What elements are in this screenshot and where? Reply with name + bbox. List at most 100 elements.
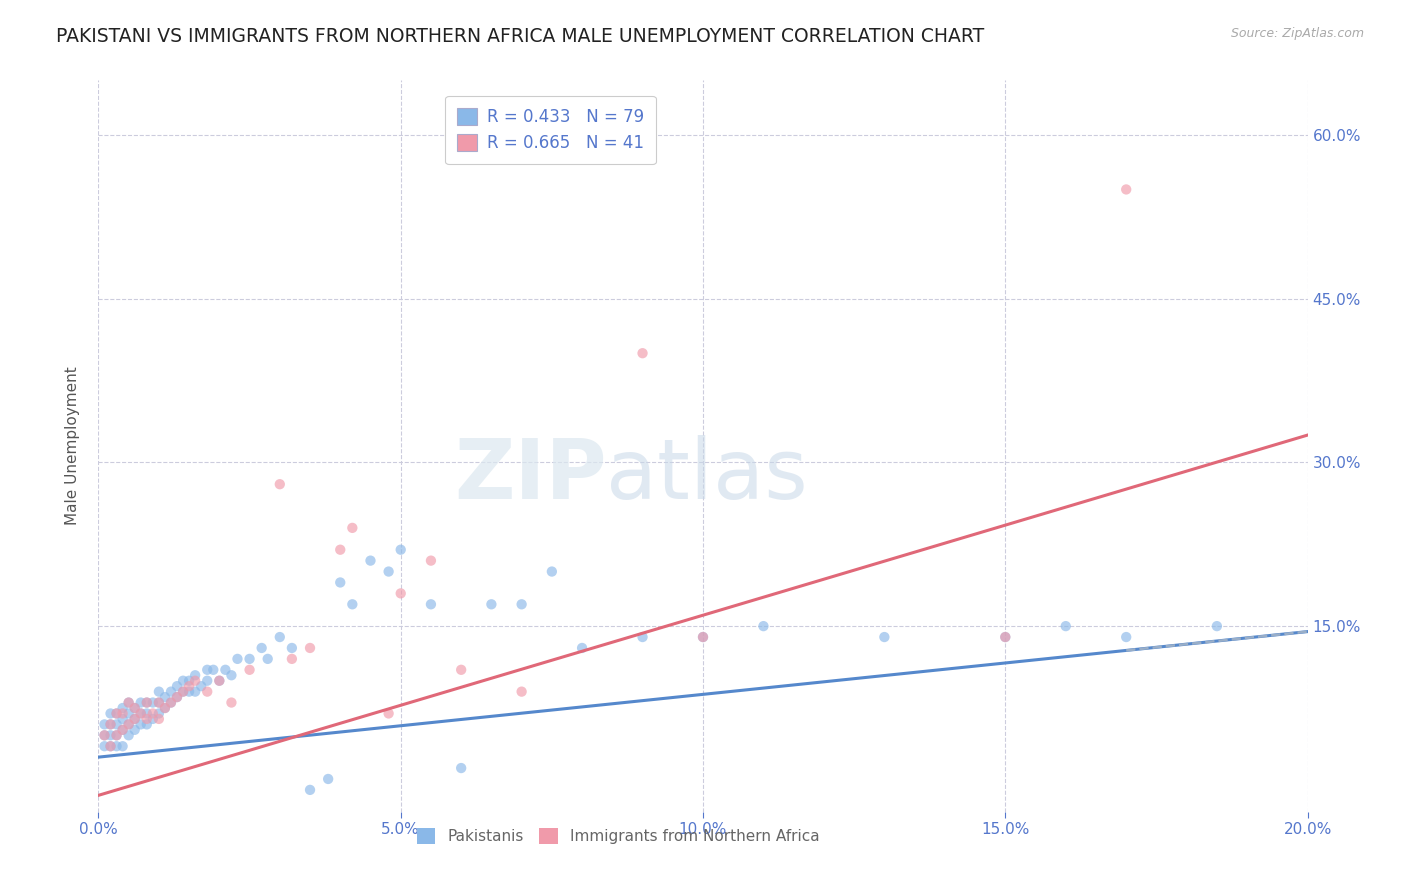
- Point: [994, 630, 1017, 644]
- Point: [105, 728, 128, 742]
- Text: atlas: atlas: [606, 434, 808, 516]
- Y-axis label: Male Unemployment: Male Unemployment: [65, 367, 80, 525]
- Point: [342, 521, 364, 535]
- Point: [184, 673, 207, 688]
- Point: [166, 690, 188, 704]
- Point: [142, 706, 165, 721]
- Point: [124, 723, 146, 737]
- Point: [377, 706, 399, 721]
- Point: [135, 706, 157, 721]
- Text: Source: ZipAtlas.com: Source: ZipAtlas.com: [1230, 27, 1364, 40]
- Point: [93, 728, 115, 742]
- Point: [124, 712, 146, 726]
- Point: [118, 717, 141, 731]
- Point: [226, 652, 249, 666]
- Point: [118, 717, 141, 731]
- Point: [100, 706, 122, 721]
- Point: [160, 696, 183, 710]
- Point: [281, 652, 304, 666]
- Point: [1206, 619, 1229, 633]
- Point: [153, 701, 176, 715]
- Point: [190, 679, 212, 693]
- Point: [250, 640, 273, 655]
- Point: [135, 696, 157, 710]
- Point: [377, 565, 399, 579]
- Point: [153, 690, 176, 704]
- Point: [179, 684, 201, 698]
- Point: [118, 706, 141, 721]
- Point: [111, 701, 134, 715]
- Point: [111, 723, 134, 737]
- Point: [510, 597, 533, 611]
- Text: ZIP: ZIP: [454, 434, 606, 516]
- Point: [1054, 619, 1077, 633]
- Point: [316, 772, 339, 786]
- Point: [111, 706, 134, 721]
- Point: [100, 717, 122, 731]
- Point: [631, 346, 654, 360]
- Point: [100, 739, 122, 754]
- Point: [420, 554, 443, 568]
- Point: [1115, 630, 1137, 644]
- Point: [153, 701, 176, 715]
- Point: [299, 783, 322, 797]
- Point: [93, 717, 115, 731]
- Point: [692, 630, 714, 644]
- Point: [105, 706, 128, 721]
- Point: [172, 673, 194, 688]
- Point: [329, 575, 352, 590]
- Point: [329, 542, 352, 557]
- Point: [105, 706, 128, 721]
- Point: [135, 712, 157, 726]
- Point: [93, 728, 115, 742]
- Point: [692, 630, 714, 644]
- Point: [105, 739, 128, 754]
- Point: [269, 630, 291, 644]
- Text: PAKISTANI VS IMMIGRANTS FROM NORTHERN AFRICA MALE UNEMPLOYMENT CORRELATION CHART: PAKISTANI VS IMMIGRANTS FROM NORTHERN AF…: [56, 27, 984, 45]
- Point: [124, 701, 146, 715]
- Point: [195, 684, 218, 698]
- Legend: Pakistanis, Immigrants from Northern Africa: Pakistanis, Immigrants from Northern Afr…: [409, 821, 827, 852]
- Point: [111, 723, 134, 737]
- Point: [100, 728, 122, 742]
- Point: [111, 712, 134, 726]
- Point: [129, 696, 152, 710]
- Point: [450, 761, 472, 775]
- Point: [873, 630, 896, 644]
- Point: [142, 712, 165, 726]
- Point: [148, 696, 170, 710]
- Point: [342, 597, 364, 611]
- Point: [239, 652, 262, 666]
- Point: [172, 684, 194, 698]
- Point: [389, 542, 412, 557]
- Point: [239, 663, 262, 677]
- Point: [129, 706, 152, 721]
- Point: [631, 630, 654, 644]
- Point: [360, 554, 382, 568]
- Point: [221, 668, 243, 682]
- Point: [184, 684, 207, 698]
- Point: [256, 652, 278, 666]
- Point: [195, 663, 218, 677]
- Point: [148, 696, 170, 710]
- Point: [100, 717, 122, 731]
- Point: [208, 673, 231, 688]
- Point: [142, 696, 165, 710]
- Point: [148, 706, 170, 721]
- Point: [450, 663, 472, 677]
- Point: [124, 712, 146, 726]
- Point: [148, 684, 170, 698]
- Point: [172, 684, 194, 698]
- Point: [195, 673, 218, 688]
- Point: [420, 597, 443, 611]
- Point: [105, 728, 128, 742]
- Point: [752, 619, 775, 633]
- Point: [1115, 182, 1137, 196]
- Point: [179, 673, 201, 688]
- Point: [571, 640, 593, 655]
- Point: [208, 673, 231, 688]
- Point: [299, 640, 322, 655]
- Point: [124, 701, 146, 715]
- Point: [135, 717, 157, 731]
- Point: [510, 684, 533, 698]
